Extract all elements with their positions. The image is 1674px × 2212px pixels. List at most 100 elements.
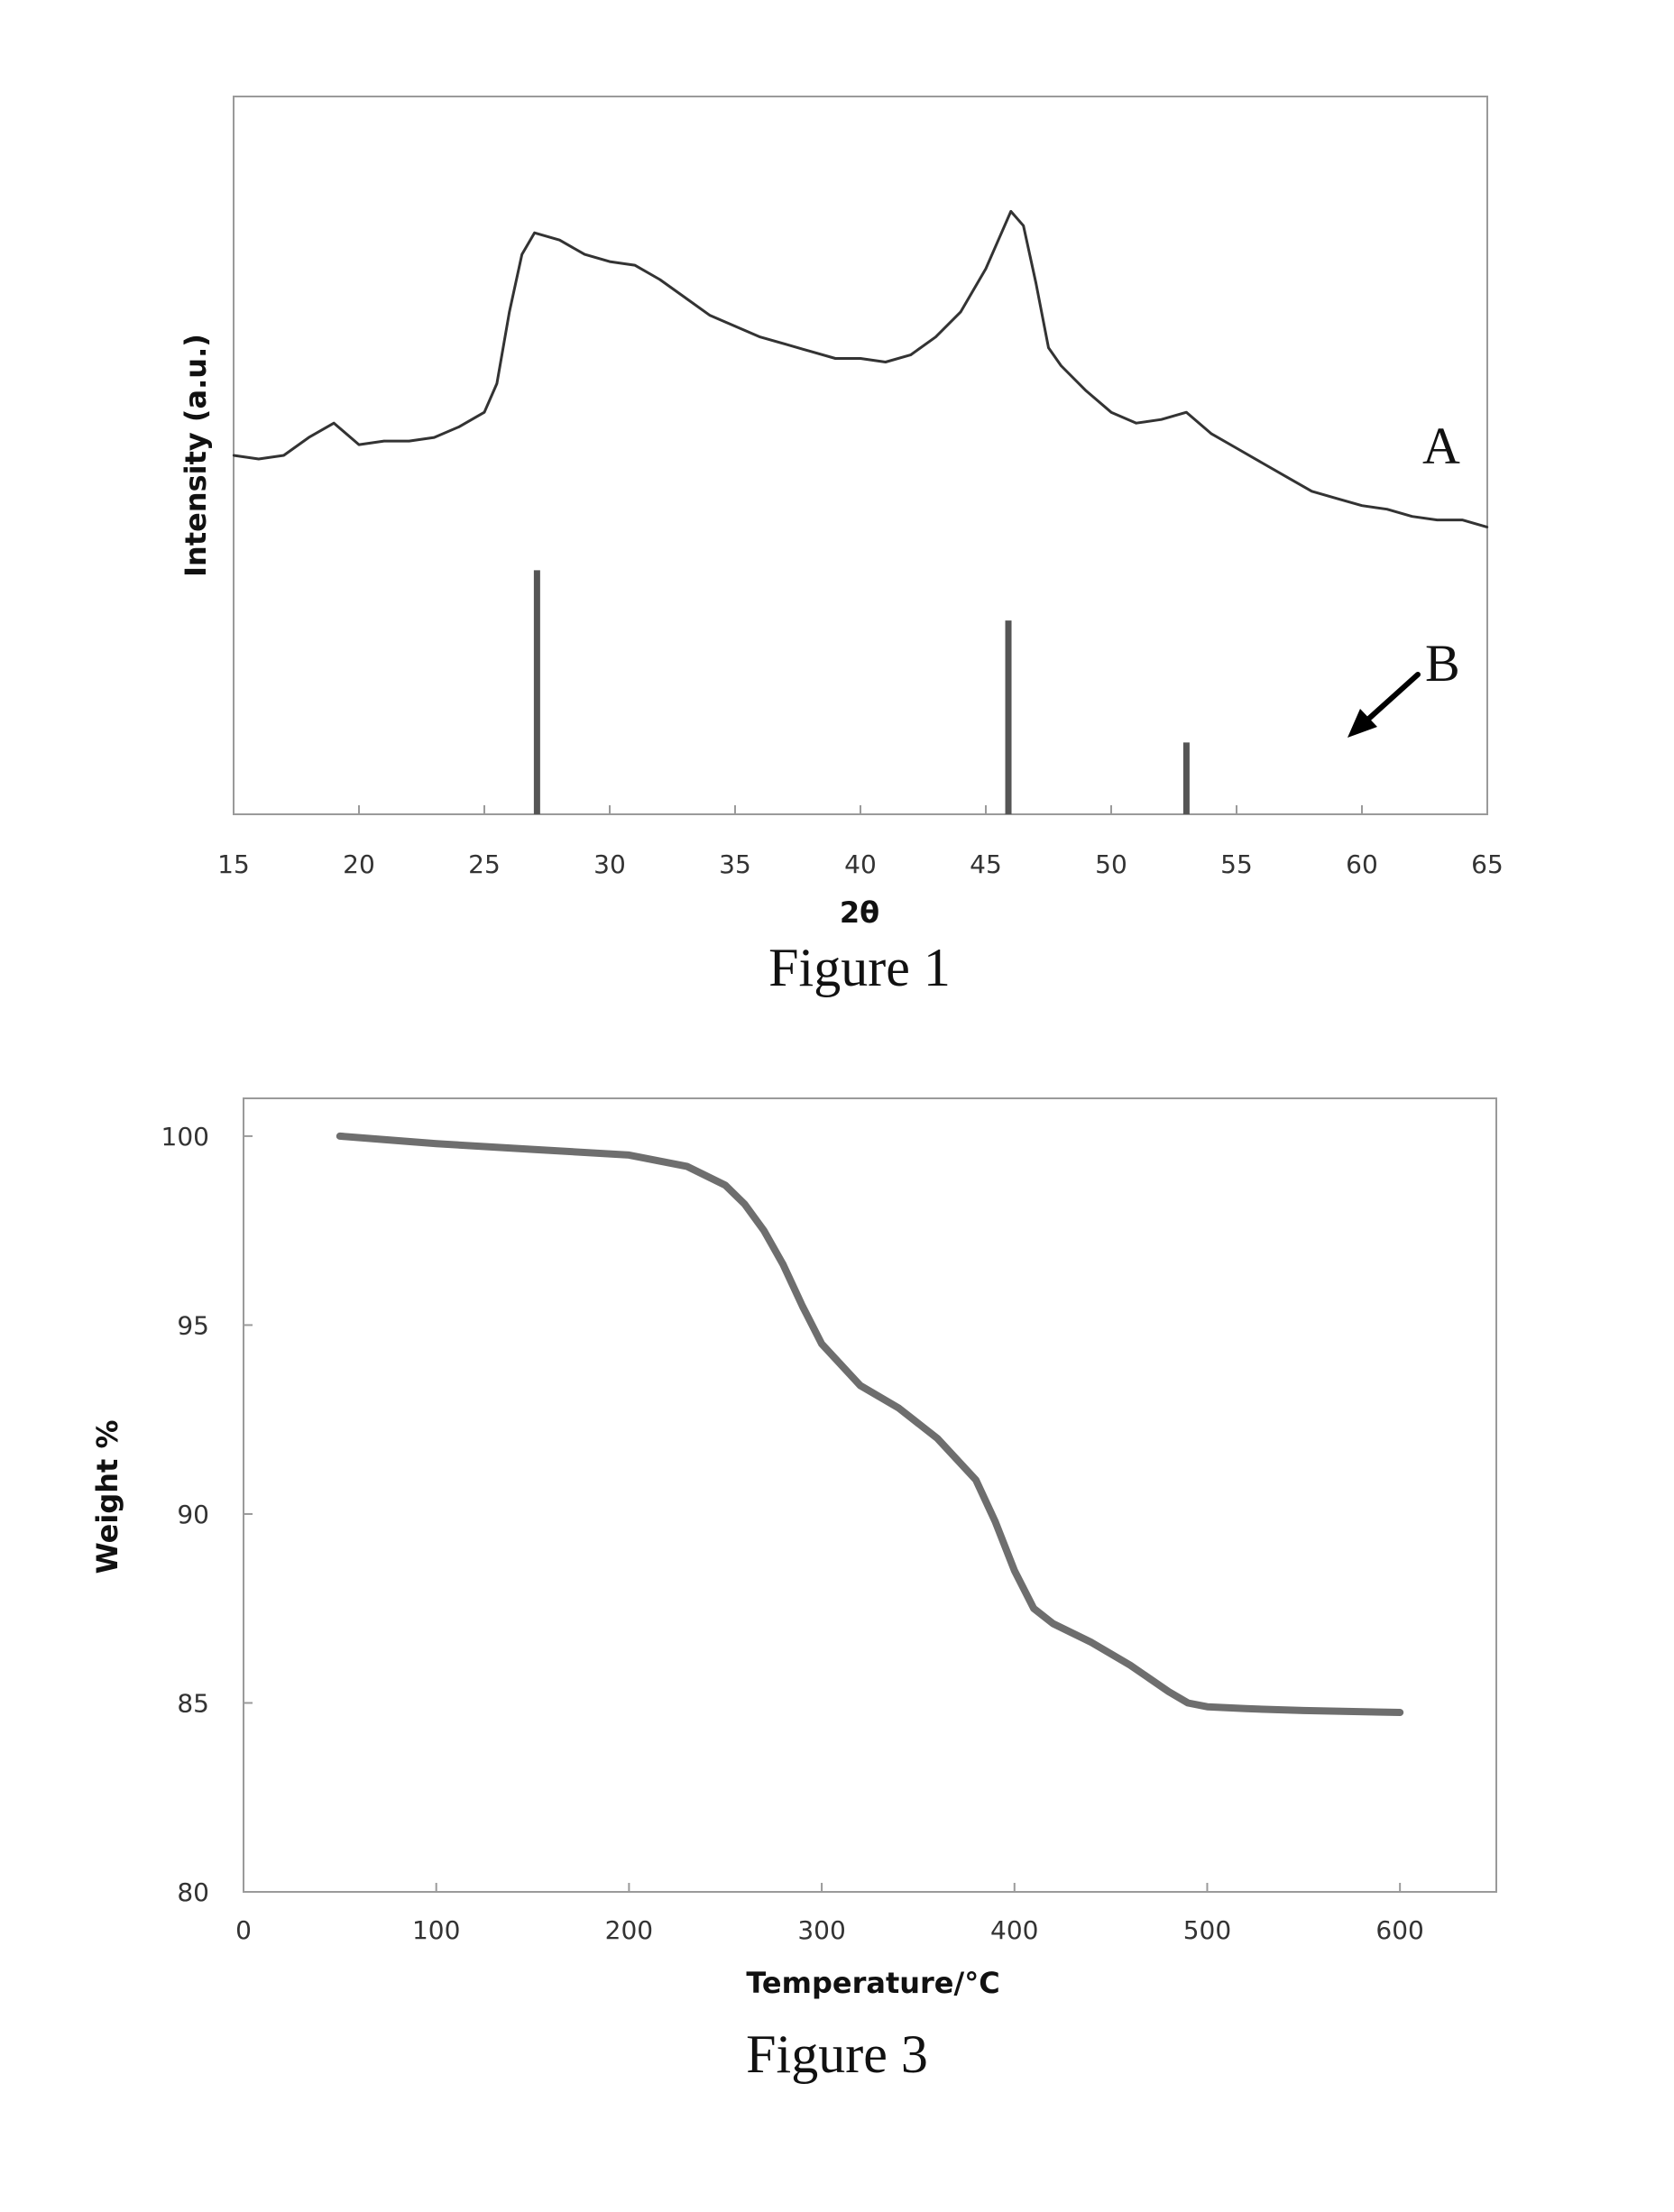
x-tick-label: 0: [235, 1915, 252, 1945]
y-axis-label: Weight %: [90, 1419, 124, 1574]
weight-point: [762, 1229, 765, 1232]
weight-point: [782, 1263, 785, 1266]
series-a-point: [834, 357, 836, 359]
series-a-point: [1047, 346, 1049, 348]
weight-point: [1052, 1622, 1054, 1625]
series-a-point: [1436, 519, 1438, 520]
plot-frame: [234, 96, 1487, 814]
data-marks: [233, 210, 1488, 814]
x-tick-label: 65: [1471, 849, 1504, 879]
series-a-point: [1386, 509, 1388, 510]
series-a-point: [1160, 418, 1162, 420]
y-tick-label: 95: [177, 1310, 209, 1340]
plot-frame: [244, 1098, 1496, 1892]
series-a-point: [985, 268, 987, 270]
x-tick-label: 35: [719, 849, 751, 879]
weight-point: [994, 1520, 997, 1523]
series-a-point: [1110, 411, 1112, 413]
series-a-point: [1261, 462, 1263, 464]
series-a-point: [909, 353, 911, 355]
series-a-point: [333, 422, 335, 424]
series-a-point: [533, 232, 535, 234]
figure-1-caption: Figure 1: [768, 938, 951, 997]
x-tick-label: 300: [797, 1915, 845, 1945]
x-axis-label: 2θ: [840, 895, 879, 930]
series-a-point: [885, 361, 887, 363]
series-a-point: [1023, 225, 1025, 226]
x-tick-label: 500: [1183, 1915, 1231, 1945]
series-a-point: [809, 350, 811, 352]
series-a-point: [1336, 498, 1338, 500]
figure-1-xrd-chart: 1520253035404550556065 Intensity (a.u.) …: [179, 96, 1504, 997]
weight-point: [936, 1437, 939, 1440]
x-tick-label: 600: [1375, 1915, 1423, 1945]
data-marks: [338, 1134, 1401, 1713]
series-a-point: [960, 311, 961, 313]
weight-point: [1167, 1690, 1170, 1693]
series-a-point: [1010, 210, 1012, 212]
series-a-point: [609, 261, 611, 262]
weight-point: [743, 1203, 746, 1206]
series-a-point: [634, 264, 636, 266]
y-tick-label: 85: [177, 1688, 209, 1718]
series-a-point: [1236, 447, 1237, 449]
x-tick-label: 20: [343, 849, 375, 879]
weight-point: [1245, 1707, 1247, 1710]
series-a-point: [860, 357, 861, 359]
weight-point: [821, 1343, 823, 1345]
figure-3-caption: Figure 3: [746, 2024, 928, 2084]
weight-curve: [340, 1136, 1400, 1712]
series-a-point: [358, 444, 360, 445]
x-tick-label: 15: [217, 849, 250, 879]
series-a-point: [784, 343, 786, 344]
series-a-point: [458, 426, 460, 427]
y-axis-label: Intensity (a.u.): [179, 334, 213, 577]
series-a-point: [308, 436, 309, 438]
weight-point: [897, 1407, 900, 1409]
series-a-point: [483, 411, 485, 413]
weight-point: [1013, 1569, 1016, 1572]
weight-point: [1206, 1705, 1209, 1708]
series-a-point: [584, 253, 585, 255]
series-a-point: [258, 458, 260, 460]
weight-point: [724, 1184, 727, 1187]
figure-3-tga-chart: 010020030040050060080859095100 Weight % …: [90, 1098, 1496, 2084]
weight-point: [628, 1153, 630, 1156]
weight-point: [338, 1134, 341, 1137]
y-tick-label: 90: [177, 1500, 209, 1529]
series-a-point: [383, 440, 385, 442]
x-tick-labels: 1520253035404550556065: [217, 805, 1504, 879]
x-tick-label: 45: [970, 849, 1002, 879]
x-tick-label: 55: [1220, 849, 1253, 879]
weight-point: [859, 1384, 861, 1387]
x-tick-label: 100: [412, 1915, 460, 1945]
weight-point: [531, 1148, 534, 1151]
weight-point: [801, 1305, 804, 1308]
x-axis-label: Temperature/°C: [746, 1966, 999, 2000]
series-a-point: [658, 279, 660, 280]
series-a-point: [934, 335, 936, 337]
weight-point: [1302, 1709, 1305, 1712]
series-a-point: [684, 297, 685, 298]
x-tick-label: 25: [468, 849, 501, 879]
weight-point: [1128, 1664, 1131, 1666]
series-a-point: [1060, 364, 1062, 366]
tick-labels: 010020030040050060080859095100: [161, 1122, 1424, 1945]
series-a-point: [1461, 519, 1463, 520]
weight-point: [435, 1143, 437, 1145]
series-a-point: [558, 239, 560, 241]
series-a-point: [282, 454, 284, 456]
arrow-icon: [1347, 675, 1418, 738]
series-a-point: [1285, 476, 1287, 478]
x-tick-label: 60: [1346, 849, 1378, 879]
x-tick-label: 200: [605, 1915, 653, 1945]
series-a-point: [1210, 433, 1212, 435]
series-a-point: [709, 315, 711, 317]
y-tick-label: 80: [177, 1877, 209, 1907]
series-a-point: [433, 436, 435, 438]
series-a-point: [496, 382, 498, 384]
series-a-point: [759, 335, 761, 337]
weight-point: [1090, 1641, 1093, 1644]
series-label-a: A: [1422, 417, 1460, 475]
